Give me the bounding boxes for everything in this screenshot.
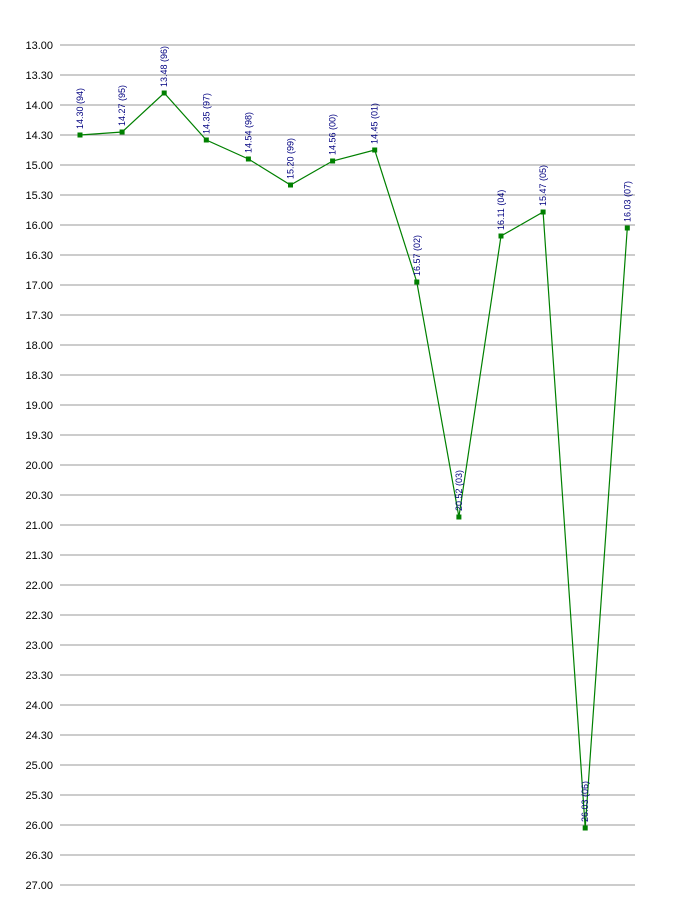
data-point <box>245 156 251 162</box>
y-tick-label: 17.30 <box>25 310 53 322</box>
series-line <box>79 92 628 829</box>
y-tick-label: 23.00 <box>25 640 53 652</box>
data-label: 14.30 (94) <box>75 88 85 129</box>
data-point <box>161 90 167 96</box>
data-label: 13.48 (96) <box>159 46 169 87</box>
data-point <box>582 825 588 831</box>
y-tick-label: 23.30 <box>25 670 53 682</box>
data-point <box>498 233 504 239</box>
data-point <box>330 158 336 164</box>
data-point <box>77 132 83 138</box>
y-tick-label: 14.30 <box>25 130 53 142</box>
data-point <box>372 147 378 153</box>
gridlines <box>60 44 635 886</box>
y-tick-label: 24.30 <box>25 730 53 742</box>
y-tick-label: 19.30 <box>25 430 53 442</box>
data-label: 14.27 (95) <box>117 85 127 126</box>
y-tick-label: 24.00 <box>25 700 53 712</box>
y-tick-label: 25.00 <box>25 760 53 772</box>
y-tick-label: 21.30 <box>25 550 53 562</box>
y-axis-ticks: 13.00 13.30 14.00 14.30 15.00 15.30 16.00 16.30… <box>25 40 53 892</box>
y-tick-label: 18.00 <box>25 340 53 352</box>
data-label: 15.20 (99) <box>286 138 296 179</box>
y-tick-label: 14.00 <box>25 100 53 112</box>
y-tick-label: 19.00 <box>25 400 53 412</box>
data-label: 20.52 (03) <box>454 470 464 511</box>
data-point <box>203 137 209 143</box>
data-point <box>456 514 462 520</box>
y-tick-label: 26.30 <box>25 850 53 862</box>
data-label: 14.56 (00) <box>328 114 338 155</box>
y-tick-label: 21.00 <box>25 520 53 532</box>
plot-area: 14.30 (94) 14.27 (95) 13.48 (96) 14.35 (97)… <box>75 46 632 831</box>
data-label: 15.47 (05) <box>538 165 548 206</box>
data-point <box>414 279 420 285</box>
data-label: 16.11 (04) <box>496 190 506 230</box>
data-label: 26.03 (06) <box>580 781 590 822</box>
y-tick-label: 15.30 <box>25 190 53 202</box>
data-point <box>119 129 125 135</box>
data-point <box>624 225 630 231</box>
y-tick-label: 17.00 <box>25 280 53 292</box>
data-label: 14.35 (97) <box>201 93 211 134</box>
data-label: 14.45 (01) <box>370 103 380 144</box>
y-tick-label: 27.00 <box>25 880 53 892</box>
y-tick-label: 20.30 <box>25 490 53 502</box>
y-tick-label: 13.00 <box>25 40 53 52</box>
data-label: 16.03 (07) <box>622 181 632 222</box>
data-point <box>540 209 546 215</box>
data-point <box>288 182 293 188</box>
y-tick-label: 16.30 <box>25 250 53 262</box>
y-tick-label: 20.00 <box>25 460 53 472</box>
y-tick-label: 15.00 <box>25 160 53 172</box>
data-label: 14.54 (98) <box>243 112 253 153</box>
y-tick-label: 13.30 <box>25 70 53 82</box>
y-tick-label: 26.00 <box>25 820 53 832</box>
y-tick-label: 22.00 <box>25 580 53 592</box>
y-tick-label: 22.30 <box>25 610 53 622</box>
y-tick-label: 25.30 <box>25 790 53 802</box>
y-tick-label: 16.00 <box>25 220 53 232</box>
data-label: 16.57 (02) <box>412 235 422 276</box>
y-tick-label: 18.30 <box>25 370 53 382</box>
